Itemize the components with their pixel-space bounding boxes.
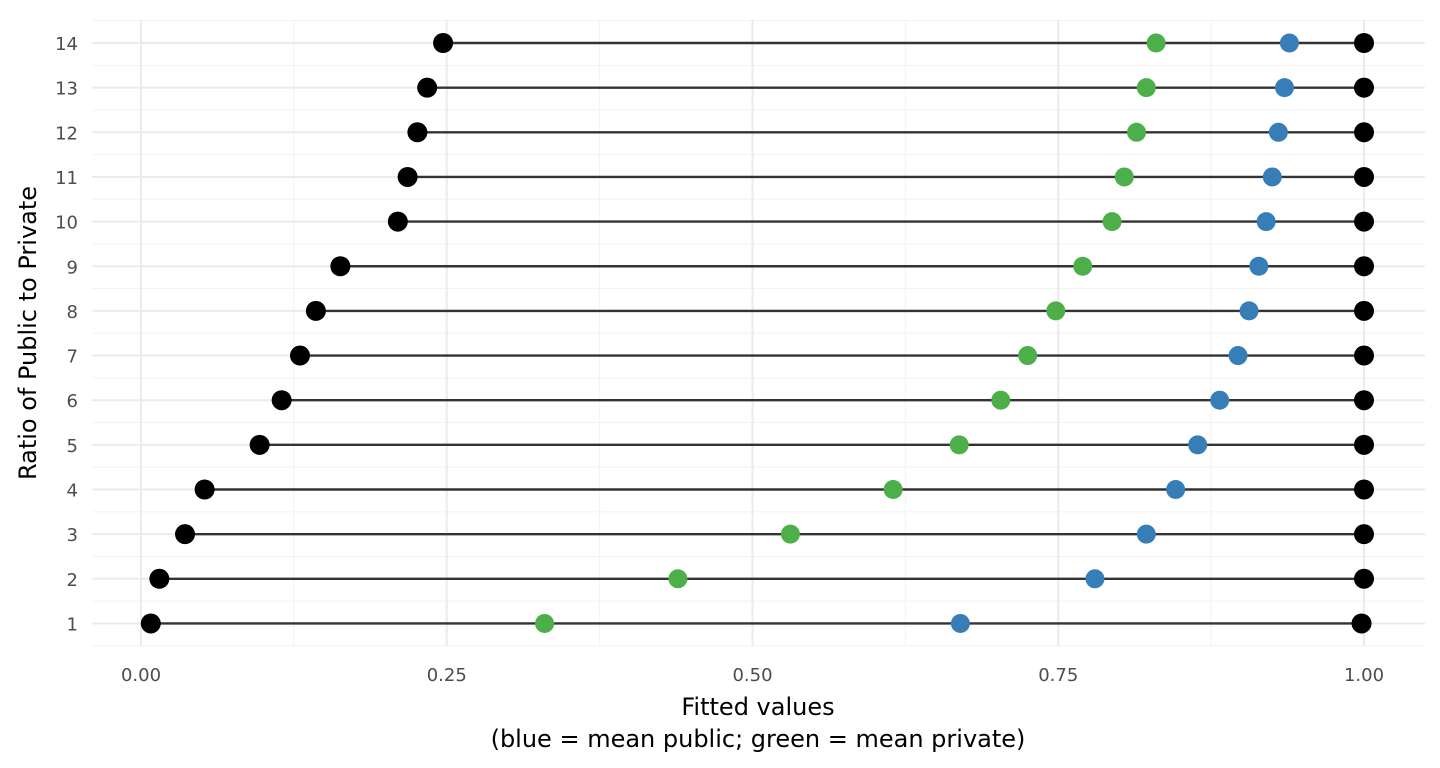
- min-point: [330, 256, 351, 277]
- y-tick-label: 7: [67, 347, 78, 368]
- public-mean-point: [1279, 33, 1299, 53]
- max-point: [1354, 33, 1374, 53]
- private-mean-point: [535, 613, 555, 633]
- public-mean-point: [1166, 480, 1186, 499]
- y-tick-label: 2: [67, 570, 78, 591]
- max-point: [1354, 211, 1374, 232]
- public-mean-point: [1268, 122, 1288, 142]
- public-mean-point: [1239, 301, 1259, 321]
- y-axis-title: Ratio of Public to Private: [14, 186, 42, 480]
- max-point: [1354, 300, 1374, 321]
- min-point: [433, 33, 454, 53]
- y-tick-label: 3: [67, 525, 78, 546]
- private-mean-point: [1102, 212, 1122, 232]
- private-mean-point: [883, 480, 903, 499]
- private-mean-point: [991, 390, 1011, 410]
- min-point: [289, 345, 310, 366]
- private-mean-point: [1046, 301, 1066, 321]
- x-tick-label: 0.50: [732, 665, 772, 686]
- y-tick-label: 6: [67, 391, 78, 412]
- min-point: [387, 211, 408, 232]
- y-tick-label: 4: [67, 481, 78, 502]
- y-tick-label: 9: [67, 257, 78, 278]
- min-point: [417, 77, 438, 98]
- private-mean-point: [1127, 122, 1147, 142]
- x-tick-label: 0.75: [1038, 665, 1078, 686]
- public-mean-point: [950, 613, 970, 633]
- min-point: [271, 390, 292, 411]
- public-mean-point: [1262, 167, 1282, 187]
- max-point: [1354, 524, 1374, 545]
- y-tick-label: 14: [55, 34, 78, 55]
- y-tick-label: 11: [55, 168, 78, 189]
- private-mean-point: [1136, 78, 1156, 98]
- max-point: [1354, 479, 1374, 500]
- private-mean-point: [1114, 167, 1134, 187]
- grid-lines: [92, 20, 1425, 647]
- public-mean-point: [1188, 435, 1208, 455]
- min-point: [407, 122, 428, 143]
- private-mean-point: [1073, 256, 1093, 276]
- data-points: [140, 33, 1374, 634]
- private-mean-point: [949, 435, 969, 455]
- max-point: [1351, 613, 1372, 634]
- y-tick-label: 13: [55, 79, 78, 100]
- min-point: [175, 524, 196, 545]
- x-tick-label: 0.00: [121, 665, 161, 686]
- public-mean-point: [1256, 212, 1276, 232]
- private-mean-point: [1018, 346, 1038, 366]
- max-point: [1354, 390, 1374, 411]
- x-tick-labels: 0.00 0.25 0.50 0.75 1.00: [121, 665, 1384, 686]
- public-mean-point: [1136, 524, 1156, 544]
- public-mean-point: [1085, 569, 1105, 589]
- y-tick-label: 5: [67, 436, 78, 457]
- min-point: [249, 434, 270, 455]
- max-point: [1354, 77, 1374, 98]
- min-point: [149, 568, 170, 589]
- x-axis-subtitle: (blue = mean public; green = mean privat…: [491, 725, 1026, 753]
- x-axis-title: Fitted values: [681, 693, 834, 721]
- y-tick-label: 1: [67, 614, 78, 635]
- range-segments: [150, 41, 1364, 625]
- min-point: [305, 300, 326, 321]
- public-mean-point: [1275, 78, 1295, 98]
- y-tick-label: 12: [55, 123, 78, 144]
- x-tick-label: 0.25: [427, 665, 467, 686]
- max-point: [1354, 345, 1374, 366]
- y-tick-label: 10: [55, 213, 78, 234]
- max-point: [1354, 166, 1374, 187]
- max-point: [1354, 122, 1374, 143]
- min-point: [397, 166, 418, 187]
- min-point: [194, 479, 215, 500]
- max-point: [1354, 434, 1374, 455]
- max-point: [1354, 256, 1374, 277]
- max-point: [1354, 568, 1374, 589]
- x-tick-label: 1.00: [1344, 665, 1384, 686]
- private-mean-point: [1146, 33, 1166, 53]
- public-mean-point: [1228, 346, 1248, 366]
- public-mean-point: [1210, 390, 1230, 410]
- min-point: [140, 613, 161, 634]
- public-mean-point: [1249, 256, 1269, 276]
- private-mean-point: [780, 524, 800, 544]
- y-tick-label: 8: [67, 302, 78, 323]
- private-mean-point: [668, 569, 688, 589]
